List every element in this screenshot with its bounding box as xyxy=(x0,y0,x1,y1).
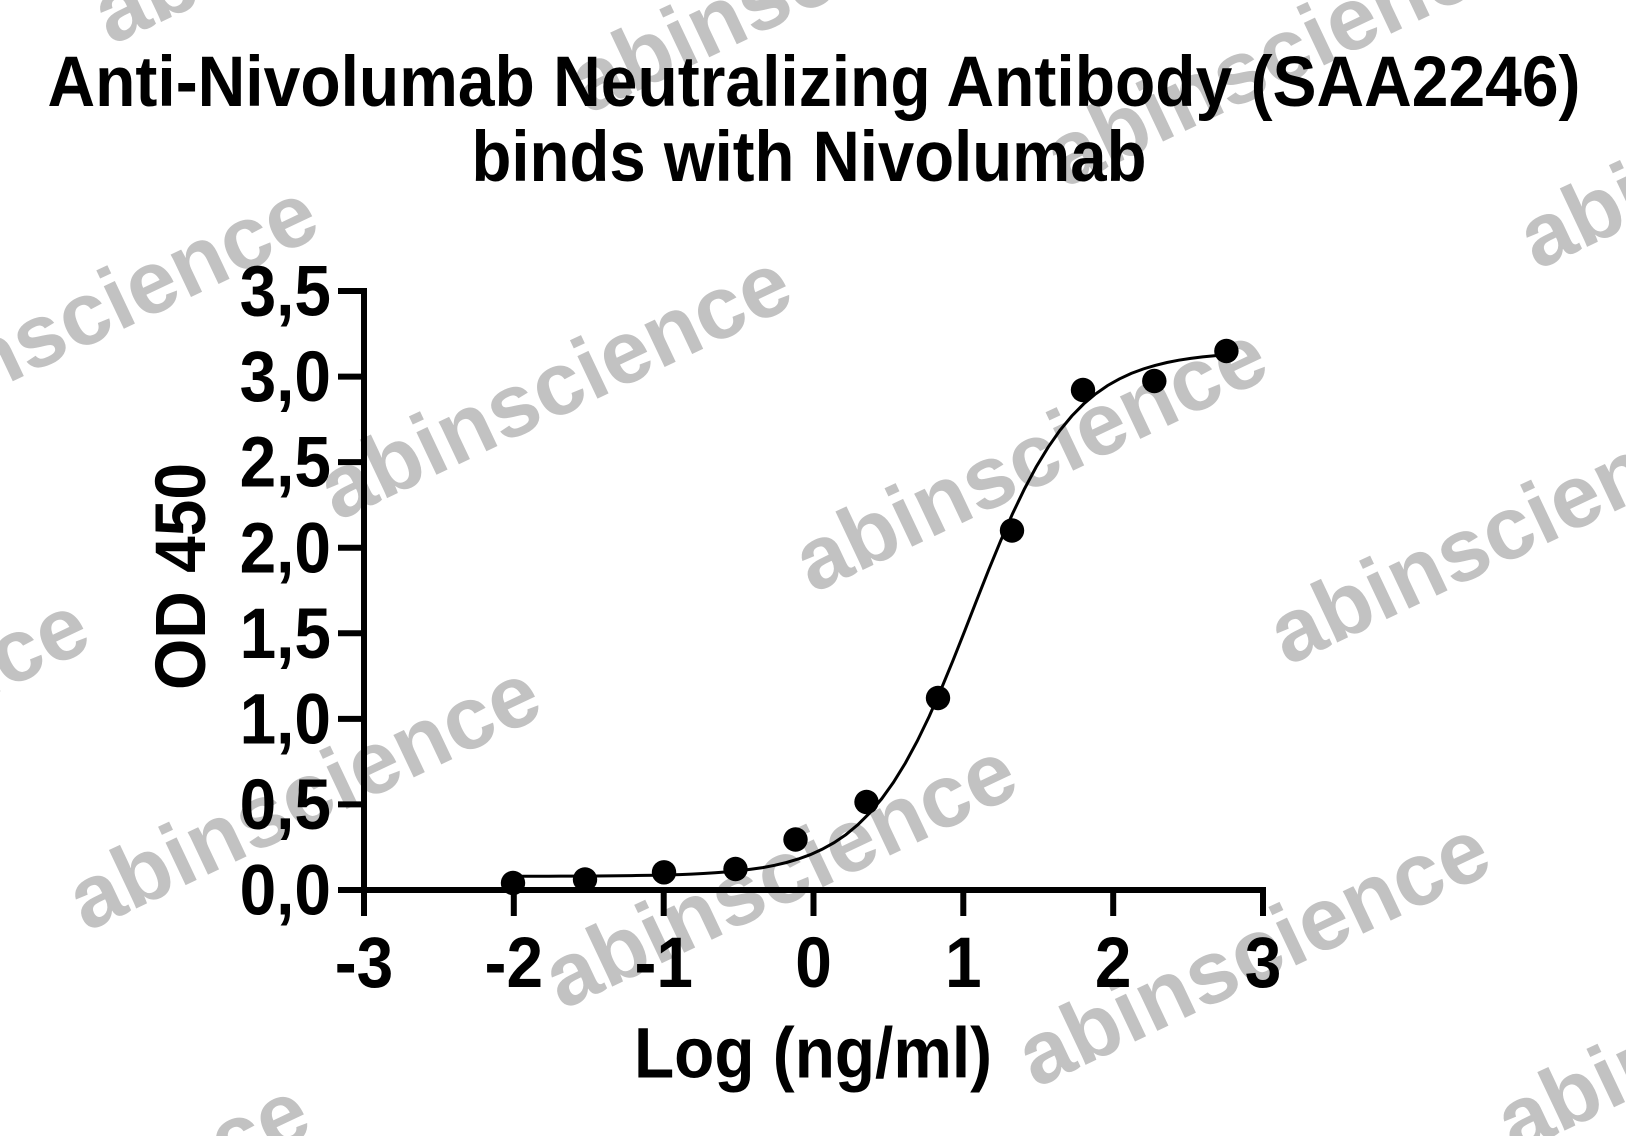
svg-text:0,0: 0,0 xyxy=(240,851,331,931)
svg-text:1,0: 1,0 xyxy=(240,680,331,760)
svg-text:Anti-Nivolumab Neutralizing An: Anti-Nivolumab Neutralizing Antibody (SA… xyxy=(48,42,1581,122)
svg-text:-1: -1 xyxy=(634,923,693,1003)
svg-text:Log (ng/ml): Log (ng/ml) xyxy=(634,1013,992,1093)
svg-text:2,5: 2,5 xyxy=(240,423,331,503)
svg-text:1,5: 1,5 xyxy=(240,594,331,674)
svg-text:binds with Nivolumab: binds with Nivolumab xyxy=(472,117,1147,197)
svg-text:0,5: 0,5 xyxy=(240,765,331,845)
svg-text:0: 0 xyxy=(795,923,832,1003)
svg-text:-2: -2 xyxy=(485,923,544,1003)
svg-text:3: 3 xyxy=(1245,923,1282,1003)
svg-text:2,0: 2,0 xyxy=(240,508,331,588)
svg-text:1: 1 xyxy=(945,923,982,1003)
svg-text:3,5: 3,5 xyxy=(240,252,331,332)
svg-text:OD 450: OD 450 xyxy=(141,463,221,690)
svg-text:-3: -3 xyxy=(335,923,394,1003)
svg-text:2: 2 xyxy=(1095,923,1132,1003)
svg-text:3,0: 3,0 xyxy=(240,337,331,417)
